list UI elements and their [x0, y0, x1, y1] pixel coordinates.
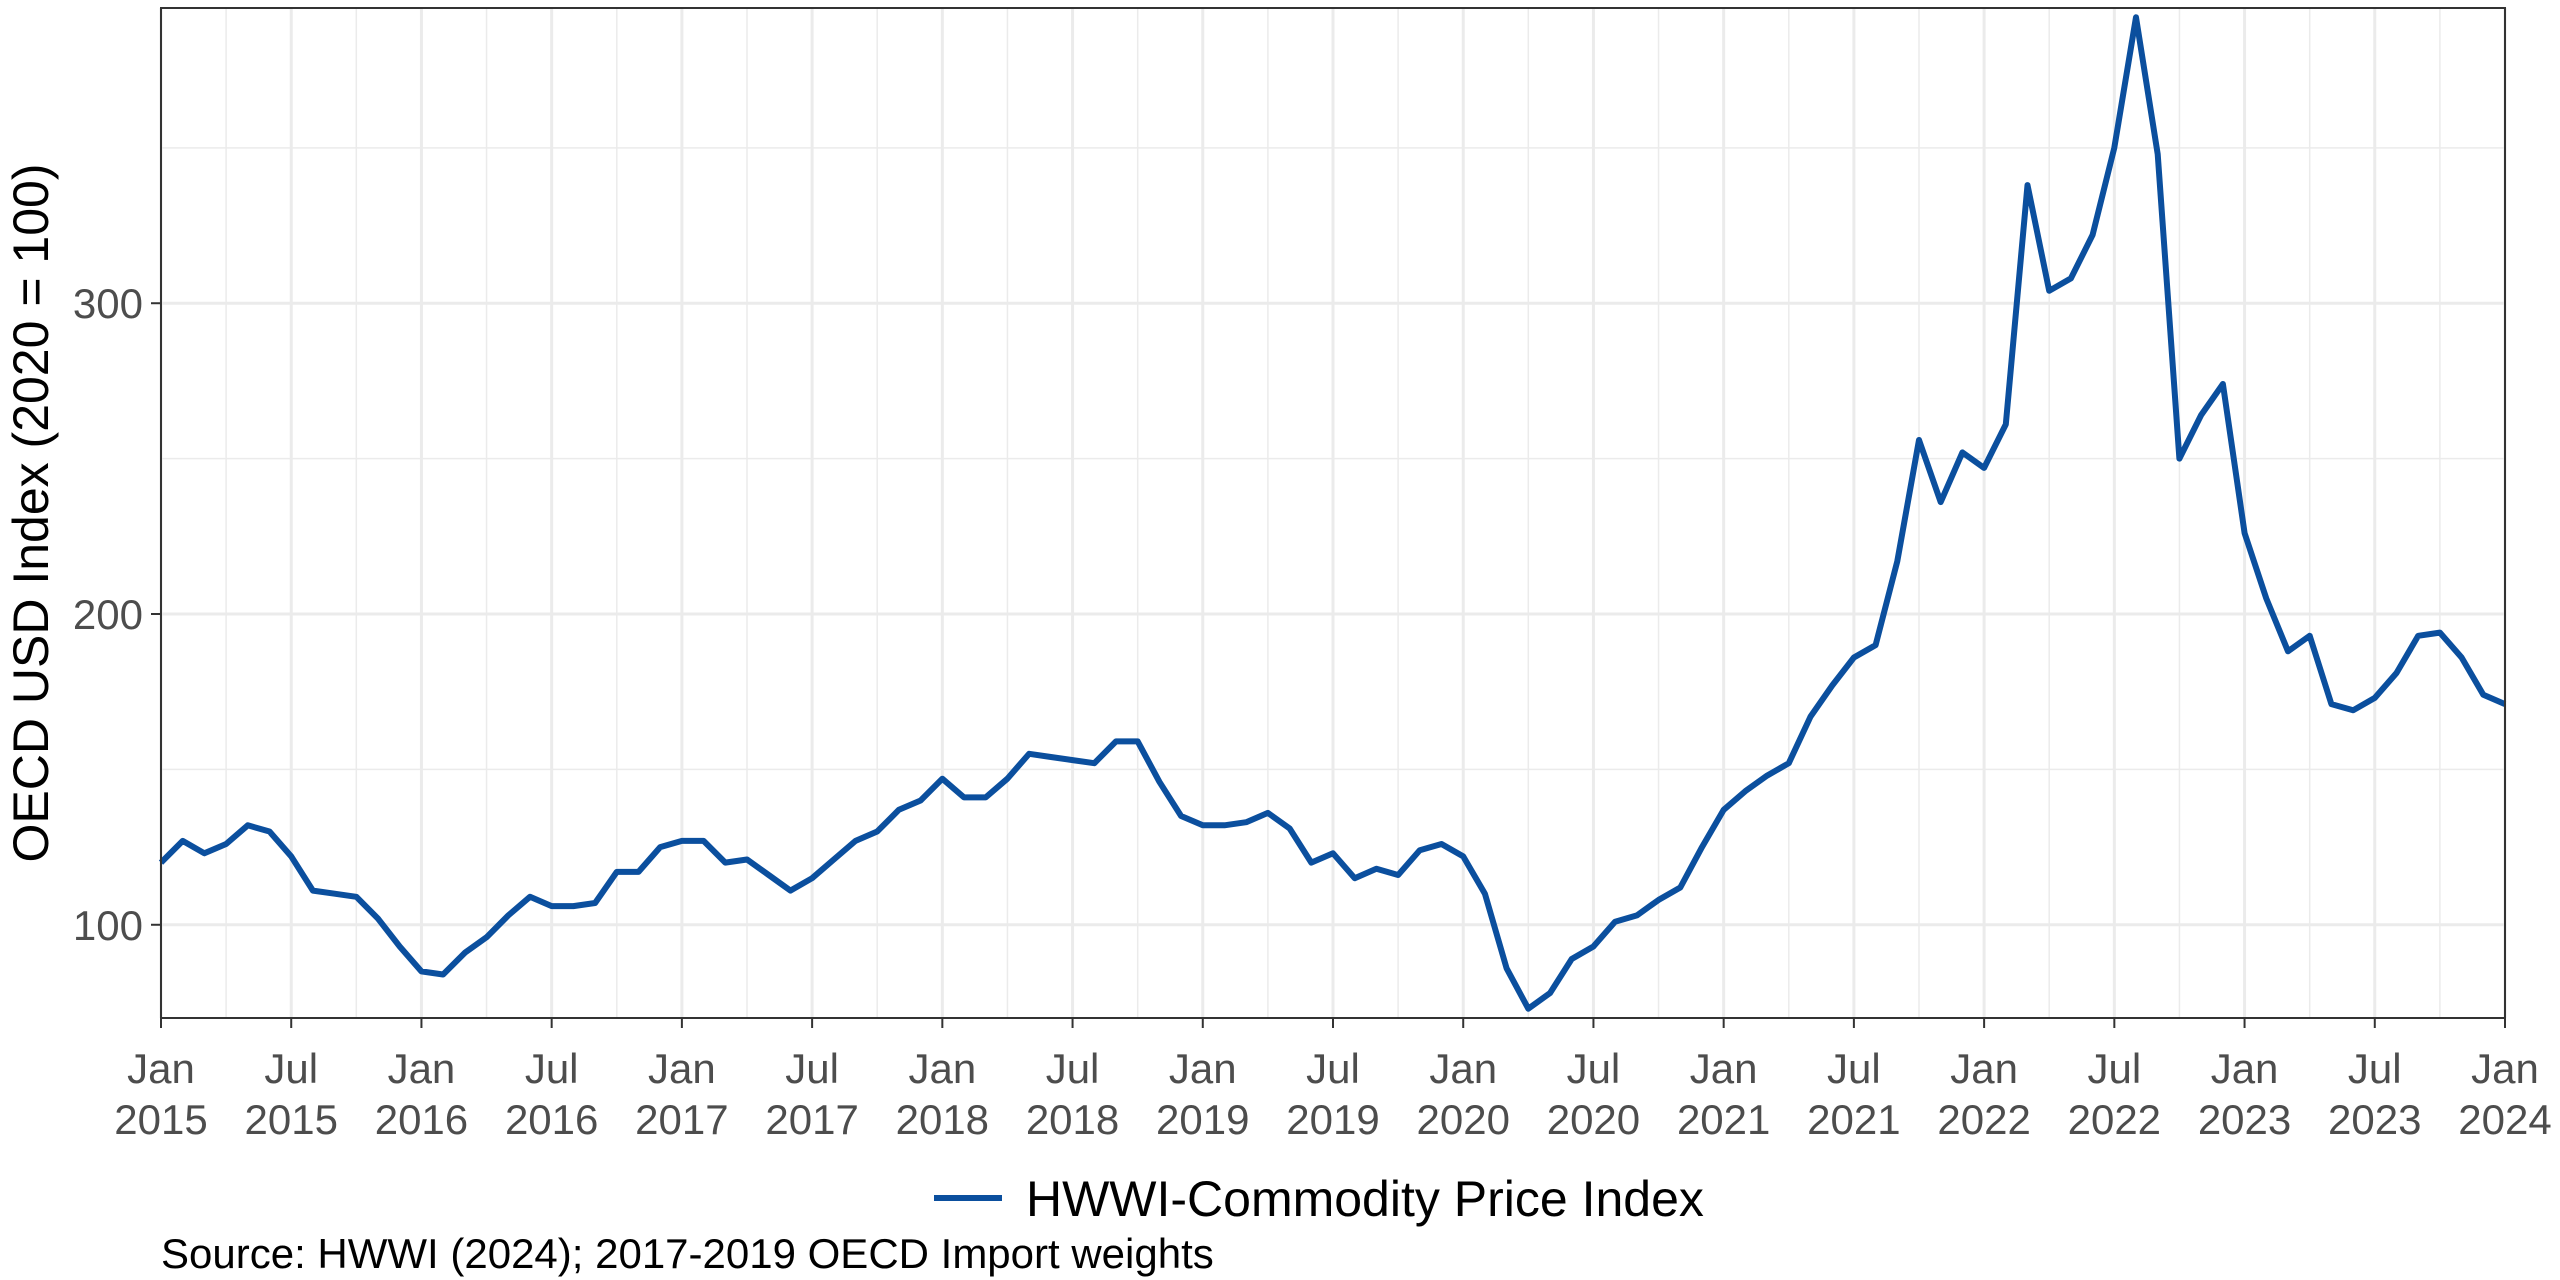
y-axis: 100 200 300	[73, 280, 161, 949]
y-axis-title: OECD USD Index (2020 = 100)	[3, 164, 59, 863]
x-tick-label-year: 2016	[505, 1096, 598, 1143]
major-gridlines	[159, 8, 2507, 1018]
y-tick-label: 100	[73, 902, 143, 949]
x-tick-label-month: Jul	[1306, 1045, 1360, 1092]
x-tick-label-month: Jan	[1950, 1045, 2018, 1092]
source-caption: Source: HWWI (2024); 2017-2019 OECD Impo…	[161, 1230, 1214, 1277]
x-tick-label-month: Jul	[785, 1045, 839, 1092]
x-tick-label-month: Jul	[264, 1045, 318, 1092]
series-line-0	[158, 14, 2507, 1012]
x-tick-label-year: 2021	[1807, 1096, 1900, 1143]
x-tick-label-year: 2017	[635, 1096, 728, 1143]
x-tick-label-month: Jan	[1169, 1045, 1237, 1092]
x-tick-label-year: 2020	[1417, 1096, 1510, 1143]
y-tick-label: 200	[73, 591, 143, 638]
x-tick-label-year: 2020	[1547, 1096, 1640, 1143]
x-tick-label-year: 2023	[2198, 1096, 2291, 1143]
x-tick-label-year: 2022	[2068, 1096, 2161, 1143]
x-tick-label-year: 2019	[1156, 1096, 1249, 1143]
x-tick-label-year: 2015	[114, 1096, 207, 1143]
x-tick-label-month: Jul	[1827, 1045, 1881, 1092]
x-tick-label-month: Jul	[525, 1045, 579, 1092]
legend: HWWI-Commodity Price Index	[934, 1171, 1704, 1227]
x-tick-label-year: 2024	[2458, 1096, 2551, 1143]
x-tick-label-year: 2019	[1286, 1096, 1379, 1143]
series-layer	[158, 14, 2507, 1012]
x-tick-label-month: Jul	[1046, 1045, 1100, 1092]
x-tick-label-year: 2016	[375, 1096, 468, 1143]
x-tick-label-year: 2018	[1026, 1096, 1119, 1143]
x-tick-label-month: Jan	[127, 1045, 195, 1092]
x-tick-label-year: 2021	[1677, 1096, 1770, 1143]
x-tick-label-month: Jul	[2348, 1045, 2402, 1092]
x-tick-label-month: Jan	[648, 1045, 716, 1092]
x-tick-label-month: Jan	[1429, 1045, 1497, 1092]
x-tick-label-month: Jul	[1567, 1045, 1621, 1092]
y-tick-label: 300	[73, 280, 143, 327]
x-tick-label-month: Jan	[2471, 1045, 2539, 1092]
x-tick-label-year: 2015	[245, 1096, 338, 1143]
x-tick-label-year: 2023	[2328, 1096, 2421, 1143]
x-axis: Jan2015Jul2015Jan2016Jul2016Jan2017Jul20…	[114, 1018, 2552, 1143]
x-tick-label-year: 2022	[1937, 1096, 2030, 1143]
x-tick-label-month: Jan	[2211, 1045, 2279, 1092]
x-tick-label-month: Jan	[1690, 1045, 1758, 1092]
x-tick-label-year: 2017	[765, 1096, 858, 1143]
x-tick-label-month: Jan	[388, 1045, 456, 1092]
x-tick-label-month: Jan	[908, 1045, 976, 1092]
x-tick-label-month: Jul	[2087, 1045, 2141, 1092]
legend-label: HWWI-Commodity Price Index	[1026, 1171, 1704, 1227]
x-tick-label-year: 2018	[896, 1096, 989, 1143]
